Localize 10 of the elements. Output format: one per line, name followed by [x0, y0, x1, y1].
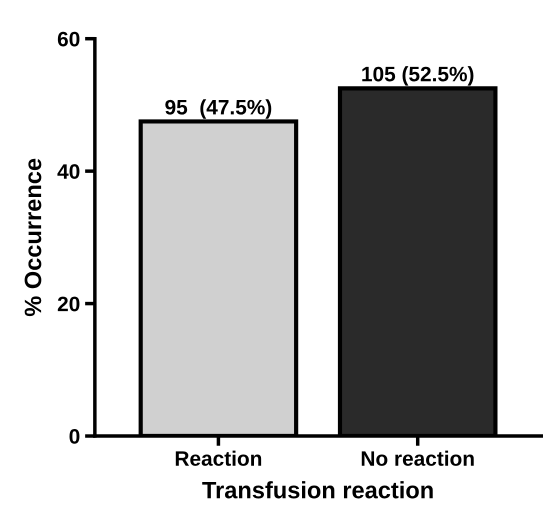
x-axis-title: Transfusion reaction [202, 481, 433, 498]
y-tick-label: 0 [70, 429, 80, 444]
x-tick-label: Reaction [176, 450, 262, 466]
y-tick-label: 20 [58, 296, 80, 312]
data-label: 105 (52.5%) [362, 66, 474, 86]
x-tick-label: No reaction [362, 450, 474, 466]
y-tick-label: 60 [58, 32, 80, 46]
y-tick-label: 40 [57, 164, 80, 179]
y-axis-title: % Occurrence [24, 158, 42, 316]
data-label: 95 (47.5%) [165, 99, 272, 119]
